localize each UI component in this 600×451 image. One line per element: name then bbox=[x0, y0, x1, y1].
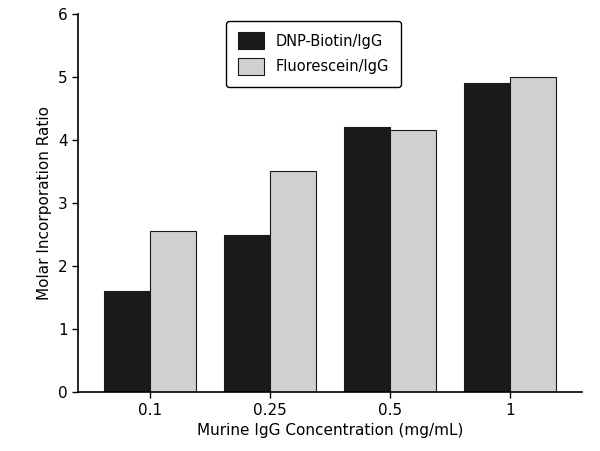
Legend: DNP-Biotin/IgG, Fluorescein/IgG: DNP-Biotin/IgG, Fluorescein/IgG bbox=[226, 21, 401, 87]
X-axis label: Murine IgG Concentration (mg/mL): Murine IgG Concentration (mg/mL) bbox=[197, 423, 463, 438]
Bar bbox=[104, 291, 150, 392]
Bar bbox=[150, 231, 196, 392]
Bar bbox=[224, 235, 270, 392]
Bar bbox=[344, 127, 390, 392]
Bar bbox=[510, 77, 556, 392]
Y-axis label: Molar Incorporation Ratio: Molar Incorporation Ratio bbox=[37, 106, 52, 300]
Bar bbox=[464, 83, 510, 392]
Bar bbox=[270, 171, 316, 392]
Bar bbox=[390, 130, 436, 392]
